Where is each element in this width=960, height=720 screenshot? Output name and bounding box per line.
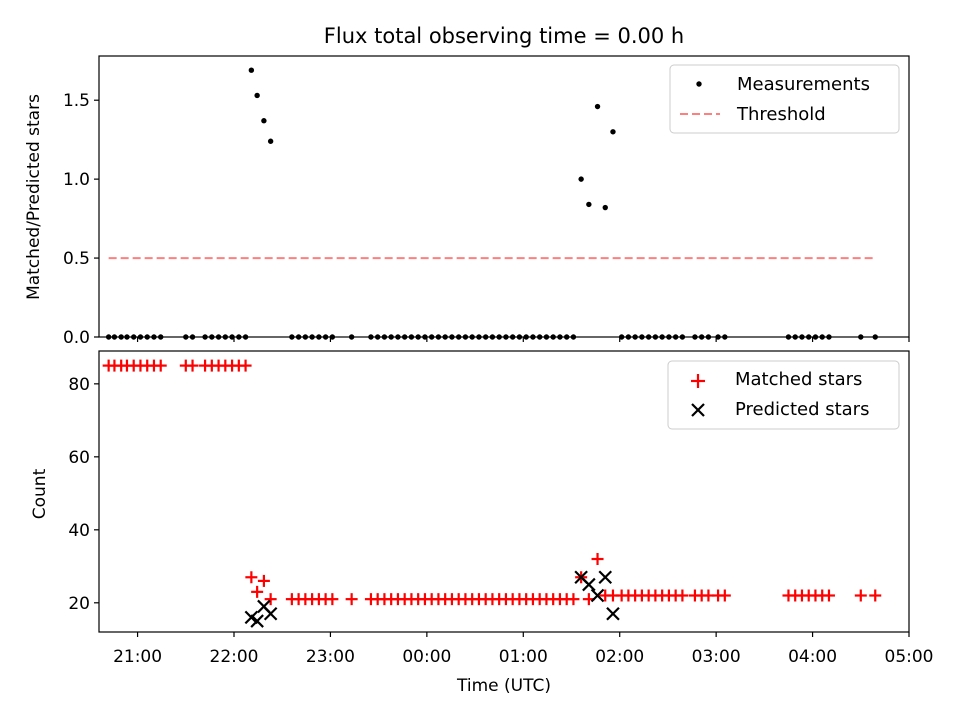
legend-measurements-label: Measurements: [737, 74, 870, 95]
top-y-axis: 0.0 0.5 1.0 1.5: [63, 91, 99, 348]
matched-star-point: [239, 359, 252, 372]
measurement-point: [594, 103, 601, 110]
x-tick-label: 00:00: [402, 647, 451, 667]
predicted-star-point: [606, 606, 620, 621]
legend-threshold-label: Threshold: [736, 104, 826, 125]
top-y-tick-label: 0.0: [63, 328, 90, 348]
matched-star-point: [186, 359, 199, 372]
measurement-point: [610, 129, 616, 135]
matched-star-point: [822, 589, 835, 602]
top-plot-frame: [98, 55, 910, 338]
chart-title: Flux total observing time = 0.00 h: [324, 24, 684, 48]
measurement-point: [254, 92, 260, 99]
bottom-y-tick-label: 80: [68, 375, 90, 395]
bottom-x-axis: 21:00 22:00 23:00 00:00 01:00 02:00 03:00 04:00…: [113, 632, 934, 667]
x-axis-label: Time (UTC): [456, 676, 551, 696]
matched-star-point: [567, 593, 580, 606]
top-y-axis-label: Matched/Predicted stars: [24, 94, 44, 300]
x-tick-label: 22:00: [210, 647, 259, 667]
legend-predicted-marker: [691, 403, 705, 417]
legend-measurements-marker: [696, 81, 702, 87]
x-tick-label: 01:00: [499, 647, 548, 667]
bottom-panel: 20 40 60 80 21:00 22:00 23:00 00:00 01:00 02:00 0…: [30, 350, 934, 696]
x-tick-label: 03:00: [692, 647, 741, 667]
predicted-star-point: [263, 606, 278, 621]
matched-star-point: [245, 571, 258, 584]
bottom-y-axis-label: Count: [30, 468, 50, 519]
matched-star-point: [854, 589, 867, 602]
top-legend-frame: [669, 64, 900, 134]
x-tick-label: 23:00: [306, 647, 355, 667]
bottom-y-axis: 20 40 60 80: [68, 375, 99, 614]
x-tick-label: 04:00: [788, 647, 837, 667]
bottom-plot-frame: [98, 350, 910, 633]
top-x-axis: [136, 337, 910, 342]
bottom-y-tick-label: 40: [68, 521, 90, 541]
legend-predicted-label: Predicted stars: [735, 399, 869, 420]
x-tick-label: 21:00: [113, 647, 162, 667]
bottom-y-tick-label: 60: [68, 448, 90, 468]
matched-star-point: [326, 593, 339, 606]
matched-star-point: [257, 574, 270, 587]
predicted-star-point: [582, 577, 596, 592]
matched-star-point: [869, 589, 882, 602]
measurement-point: [602, 204, 608, 211]
predicted-star-point: [590, 588, 605, 603]
legend-matched-marker: [691, 374, 705, 388]
measurement-point: [261, 118, 267, 124]
x-tick-label: 05:00: [885, 647, 934, 667]
legend-matched-label: Matched stars: [735, 369, 862, 390]
matched-star-point: [345, 593, 358, 606]
bottom-legend: Matched stars Predicted stars: [667, 360, 900, 430]
bottom-legend-frame: [667, 360, 900, 430]
top-y-tick-label: 1.0: [63, 170, 90, 190]
matched-star-point: [591, 553, 604, 566]
measurement-point: [248, 67, 255, 73]
predicted-star-point: [598, 570, 613, 585]
top-panel: 0.0 0.5 1.0 1.5 Matched/Predicted stars Mea…: [24, 55, 910, 348]
matched-star-point: [154, 359, 167, 372]
top-y-tick-label: 0.5: [63, 249, 90, 269]
matched-star-point: [676, 589, 689, 602]
matched-star-point: [264, 593, 277, 606]
matched-star-point: [251, 585, 264, 598]
predicted-star-point: [250, 614, 264, 628]
measurement-point: [586, 201, 592, 208]
measurement-point: [267, 138, 274, 144]
top-legend: Measurements Threshold: [669, 64, 900, 134]
matched-star-point: [718, 589, 731, 602]
bottom-y-tick-label: 20: [68, 594, 90, 614]
x-tick-label: 02:00: [595, 647, 644, 667]
top-y-tick-label: 1.5: [63, 91, 90, 111]
measurement-point: [578, 176, 584, 182]
